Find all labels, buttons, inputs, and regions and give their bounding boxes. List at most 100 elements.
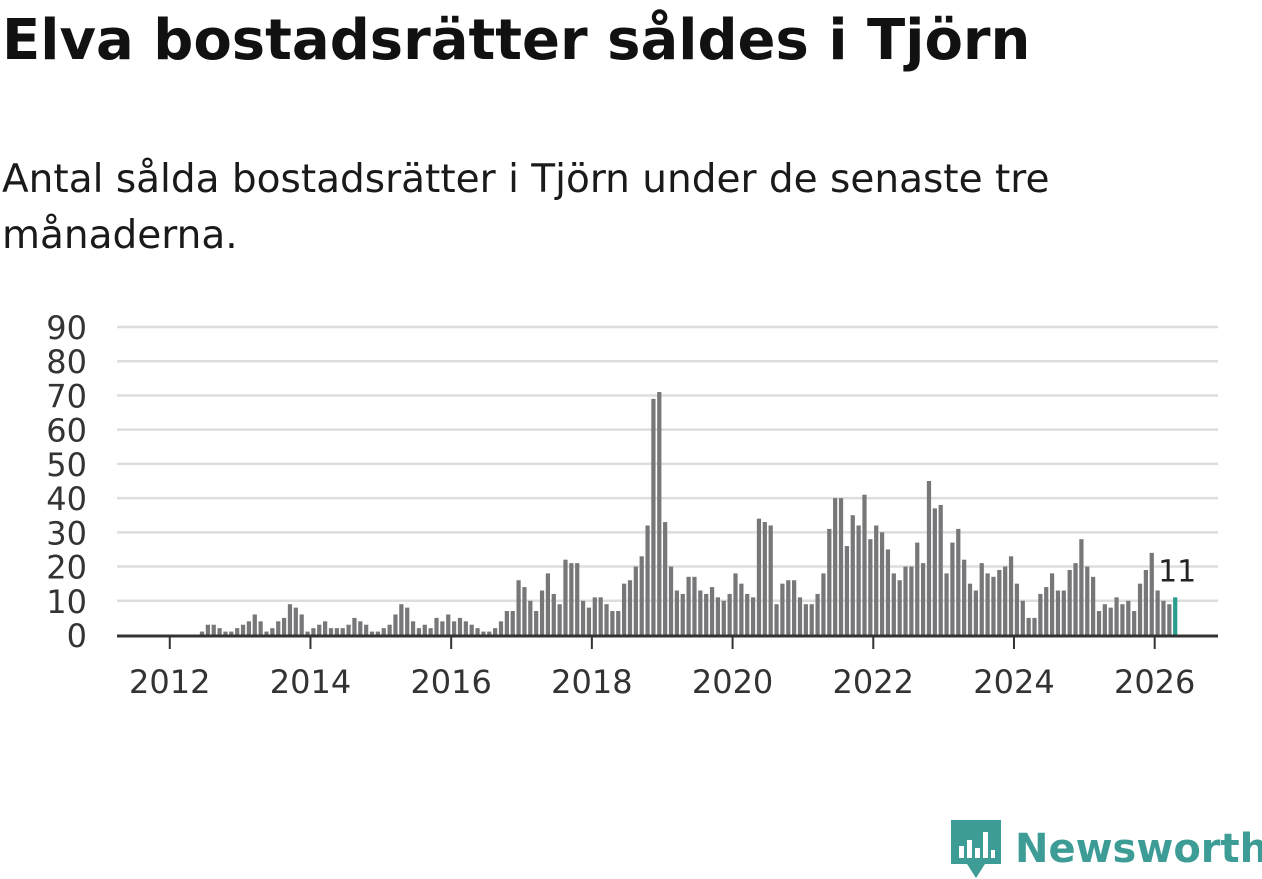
bar xyxy=(598,597,603,635)
bar xyxy=(1102,604,1107,635)
bar xyxy=(950,542,955,635)
bar xyxy=(1049,573,1055,635)
bar xyxy=(428,628,433,635)
bar xyxy=(815,593,820,635)
bar xyxy=(346,624,351,635)
bar xyxy=(580,600,586,635)
bar xyxy=(317,624,322,635)
y-tick-label: 20 xyxy=(46,549,87,587)
bar xyxy=(457,617,463,635)
bars xyxy=(199,392,1178,635)
x-tick-label: 2026 xyxy=(1114,663,1195,701)
bar xyxy=(774,604,779,635)
bar xyxy=(1108,607,1113,635)
chart-title: Elva bostadsrätter såldes i Tjörn xyxy=(2,8,1031,73)
bar xyxy=(622,583,627,635)
bar xyxy=(768,525,773,635)
bar xyxy=(557,604,562,635)
bar xyxy=(352,617,357,635)
bar xyxy=(850,515,855,635)
bar xyxy=(915,542,920,635)
bar xyxy=(962,559,967,635)
bar xyxy=(745,593,750,635)
y-tick-label: 40 xyxy=(46,480,87,518)
bar xyxy=(727,593,732,635)
bar xyxy=(991,576,996,635)
bar xyxy=(258,621,263,635)
bar xyxy=(610,611,615,635)
bar xyxy=(856,525,861,635)
bar xyxy=(909,566,914,635)
bar xyxy=(575,563,580,635)
bar xyxy=(340,628,345,635)
bar xyxy=(809,604,814,635)
bar xyxy=(1020,600,1025,635)
bar xyxy=(792,580,797,635)
bar xyxy=(967,583,973,635)
bar xyxy=(1003,566,1008,635)
bar xyxy=(569,563,574,635)
bar xyxy=(375,631,380,635)
bar xyxy=(739,583,744,635)
bar xyxy=(1014,583,1020,635)
bar xyxy=(709,587,715,635)
bar xyxy=(997,569,1002,635)
bar xyxy=(522,587,527,635)
bar xyxy=(264,631,269,635)
gridlines xyxy=(117,325,1218,603)
bar xyxy=(1026,617,1031,635)
bar xyxy=(293,607,298,635)
x-axis-ticks xyxy=(168,636,1156,649)
x-tick-label: 2020 xyxy=(692,663,773,701)
bar xyxy=(1155,590,1160,635)
bar xyxy=(287,604,293,635)
x-tick-label: 2016 xyxy=(410,663,491,701)
bar xyxy=(733,573,738,635)
bar xyxy=(897,580,902,635)
bar xyxy=(663,522,668,635)
bar xyxy=(510,611,515,635)
bar xyxy=(833,498,838,635)
bar xyxy=(545,573,551,635)
bar xyxy=(862,494,867,635)
bar xyxy=(223,631,228,635)
bar xyxy=(715,597,721,635)
bar xyxy=(803,604,808,635)
bar xyxy=(657,392,662,635)
bar xyxy=(463,621,468,635)
bar xyxy=(334,628,339,635)
bar xyxy=(434,617,439,635)
bar xyxy=(323,621,328,635)
bar xyxy=(528,600,533,635)
bar xyxy=(1061,590,1066,635)
bar xyxy=(756,518,762,635)
highlight-value-label: 11 xyxy=(1158,554,1196,589)
bar xyxy=(305,631,310,635)
bar xyxy=(1149,552,1154,635)
bar xyxy=(1032,617,1037,635)
bar xyxy=(879,532,885,635)
bar xyxy=(211,624,216,635)
bar xyxy=(1073,563,1078,635)
bar xyxy=(932,508,937,635)
bar xyxy=(1161,600,1166,635)
bar xyxy=(926,481,932,635)
bar xyxy=(627,580,633,635)
bar xyxy=(1132,611,1137,635)
bar xyxy=(516,580,521,635)
bar xyxy=(797,597,803,635)
bar xyxy=(551,593,556,635)
bar xyxy=(827,528,832,635)
bar xyxy=(762,522,767,635)
bar xyxy=(938,504,943,635)
bar xyxy=(786,580,791,635)
bar xyxy=(592,597,597,635)
bar xyxy=(358,621,363,635)
bar xyxy=(451,621,457,635)
bar xyxy=(487,631,492,635)
bar xyxy=(416,628,422,635)
bar xyxy=(891,573,896,635)
bar xyxy=(393,614,398,635)
bar xyxy=(276,621,281,635)
